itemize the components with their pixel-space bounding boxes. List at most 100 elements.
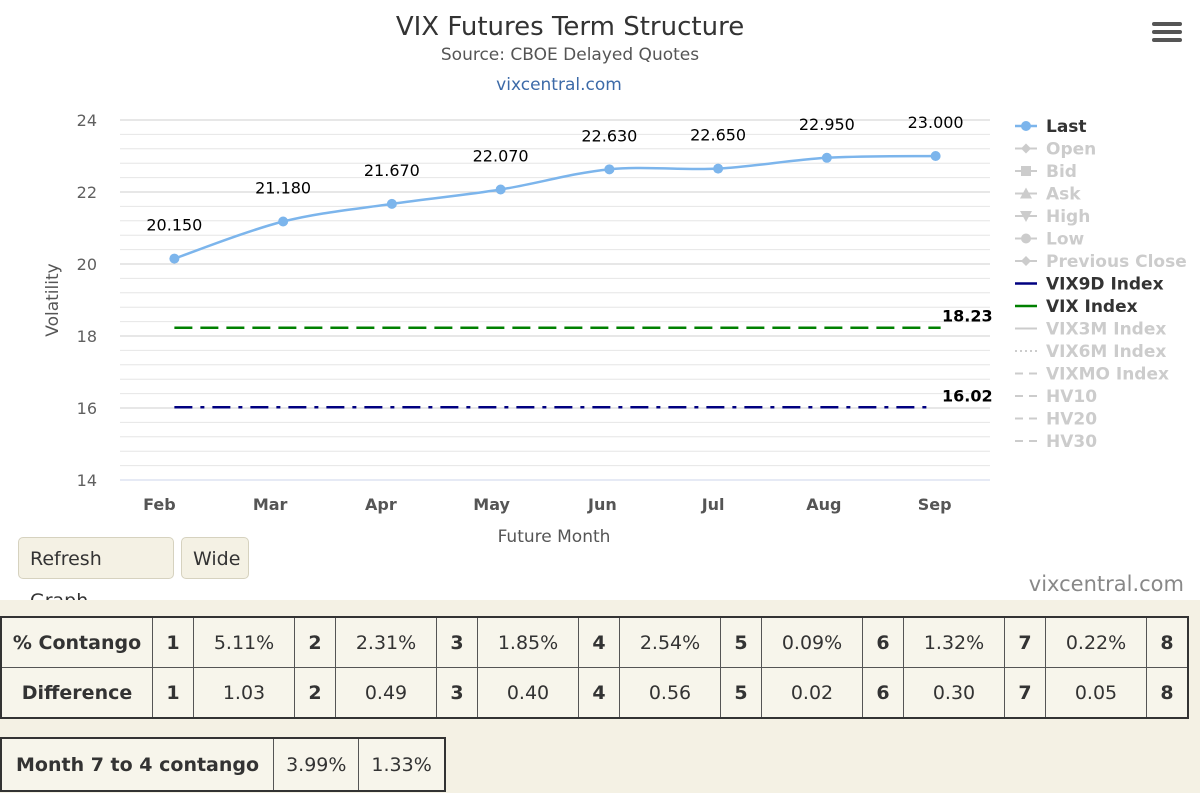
legend-label: HV20 <box>1046 410 1097 430</box>
legend-square-icon <box>1021 166 1031 176</box>
vix-index-data-label: 18.23 <box>942 307 993 326</box>
last-data-point <box>495 184 506 195</box>
x-tick-label: Aug <box>806 495 841 514</box>
last-data-label: 23.000 <box>908 113 964 132</box>
legend-item[interactable]: HV20 <box>1015 410 1097 430</box>
legend-label: HV10 <box>1046 387 1097 407</box>
month-contango-table: Month 7 to 4 contango 3.99% 1.33% <box>0 737 446 792</box>
legend-item[interactable]: VIXMO Index <box>1015 365 1169 385</box>
month-number: 3 <box>436 667 478 719</box>
month-number: 3 <box>436 616 478 668</box>
cell-value: 0.56 <box>619 667 721 719</box>
legend-item[interactable]: Open <box>1015 140 1096 160</box>
cell-value: 0.22% <box>1045 616 1147 668</box>
last-data-label: 22.950 <box>799 115 855 134</box>
legend-diamond-icon <box>1021 143 1031 154</box>
cell-value: 0.30 <box>903 667 1005 719</box>
legend-label: High <box>1046 207 1090 227</box>
last-data-label: 21.180 <box>255 179 311 198</box>
legend-diamond-icon <box>1021 256 1031 266</box>
month-number: 1 <box>152 667 194 719</box>
legend-item[interactable]: Low <box>1015 230 1085 250</box>
last-data-point <box>821 152 832 163</box>
cell-value: 1.85% <box>477 616 579 668</box>
month-number: 2 <box>294 616 336 668</box>
table-row: % Contango 1 5.11% 2 2.31% 3 1.85% 4 2.54% 5 0.09%… <box>0 616 1189 668</box>
legend-item[interactable]: VIX9D Index <box>1015 275 1164 295</box>
month-number: 8 <box>1146 616 1189 668</box>
legend-triangle-down-icon <box>1020 211 1032 222</box>
month-number: 5 <box>720 616 762 668</box>
last-data-point <box>278 216 289 227</box>
last-data-label: 21.670 <box>364 161 420 180</box>
last-data-point <box>169 253 180 264</box>
vix9d-index-data-label: 16.02 <box>942 386 993 405</box>
table-row: Month 7 to 4 contango 3.99% 1.33% <box>0 737 446 792</box>
y-tick-label: 16 <box>77 399 97 418</box>
cell-value: 0.05 <box>1045 667 1147 719</box>
month-contango-label: Month 7 to 4 contango <box>0 737 275 792</box>
month-contango-value: 1.33% <box>358 737 446 792</box>
cell-value: 2.54% <box>619 616 721 668</box>
legend-item[interactable]: Previous Close <box>1015 252 1187 272</box>
legend-item[interactable]: HV10 <box>1015 387 1097 407</box>
y-tick-label: 24 <box>77 111 97 130</box>
legend-item[interactable]: VIX Index <box>1015 297 1138 317</box>
cell-value: 5.11% <box>193 616 295 668</box>
chart-svg: VIX Futures Term Structure Source: CBOE D… <box>43 12 1187 547</box>
cell-value: 0.09% <box>761 616 863 668</box>
refresh-graph-button[interactable]: Refresh Graph <box>18 537 174 612</box>
last-data-point <box>386 198 397 209</box>
legend-label: VIX Index <box>1046 297 1138 317</box>
legend-label: VIX6M Index <box>1046 342 1166 362</box>
table-row: Difference 1 1.03 2 0.49 3 0.40 4 0.56 5 0.02 6 0.30… <box>0 667 1189 719</box>
x-tick-label: Sep <box>918 495 952 514</box>
legend-label: VIXMO Index <box>1046 365 1169 385</box>
x-tick-label: Jul <box>701 495 725 514</box>
hamburger-menu-icon[interactable] <box>1152 22 1182 44</box>
row-label: Difference <box>0 667 153 719</box>
y-tick-label: 22 <box>77 183 97 202</box>
month-number: 7 <box>1004 667 1046 719</box>
wide-button[interactable]: Wide <box>181 537 249 579</box>
last-data-label: 22.650 <box>690 126 746 145</box>
chart-subtitle: Source: CBOE Delayed Quotes <box>441 45 699 65</box>
x-tick-label: Feb <box>143 495 176 514</box>
cell-value: 1.32% <box>903 616 1005 668</box>
legend-item[interactable]: High <box>1015 207 1090 227</box>
last-data-label: 20.150 <box>146 216 202 235</box>
month-number: 6 <box>862 667 904 719</box>
legend-item[interactable]: VIX6M Index <box>1015 342 1166 362</box>
legend-label: VIX9D Index <box>1046 275 1164 295</box>
month-number: 8 <box>1146 667 1189 719</box>
month-number: 4 <box>578 616 620 668</box>
month-contango-value: 3.99% <box>273 737 360 792</box>
y-tick-label: 20 <box>77 255 97 274</box>
month-number: 7 <box>1004 616 1046 668</box>
cell-value: 0.40 <box>477 667 579 719</box>
legend-circle-icon <box>1021 121 1031 131</box>
legend-item[interactable]: Ask <box>1015 185 1081 205</box>
last-data-point <box>713 163 724 174</box>
legend-label: Low <box>1046 230 1085 250</box>
legend-label: Last <box>1046 117 1087 137</box>
y-tick-label: 18 <box>77 327 97 346</box>
last-data-label: 22.070 <box>473 146 529 165</box>
chart-area: VIX Futures Term Structure Source: CBOE D… <box>18 12 1187 612</box>
cell-value: 0.49 <box>335 667 437 719</box>
month-number: 6 <box>862 616 904 668</box>
legend-item[interactable]: Last <box>1015 117 1087 137</box>
contango-table: % Contango 1 5.11% 2 2.31% 3 1.85% 4 2.54% 5 0.09%… <box>0 616 1189 719</box>
x-tick-label: Mar <box>253 495 288 514</box>
legend-label: Bid <box>1046 162 1077 182</box>
legend-label: Previous Close <box>1046 252 1187 272</box>
legend-item[interactable]: VIX3M Index <box>1015 320 1166 340</box>
legend-label: HV30 <box>1046 432 1097 452</box>
legend-item[interactable]: Bid <box>1015 162 1077 182</box>
last-data-point <box>604 164 615 175</box>
legend-item[interactable]: HV30 <box>1015 432 1097 452</box>
month-number: 1 <box>152 616 194 668</box>
chart-link: vixcentral.com <box>496 75 622 95</box>
legend-circle-icon <box>1021 233 1031 244</box>
month-number: 5 <box>720 667 762 719</box>
